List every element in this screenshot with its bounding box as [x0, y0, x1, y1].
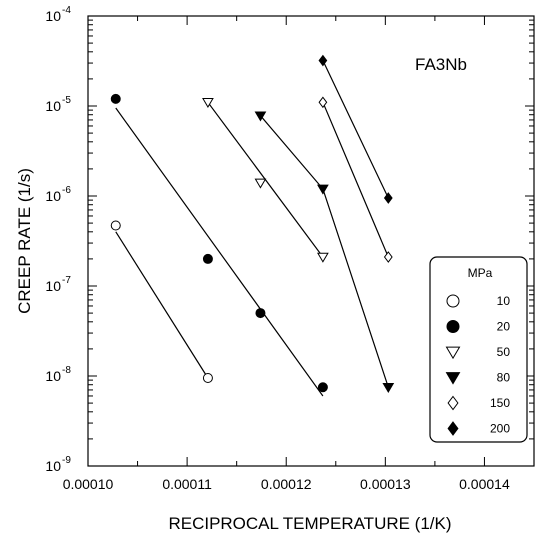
- point-80-mpa: [382, 382, 395, 393]
- legend-marker-150: [447, 395, 459, 411]
- point-150-mpa: [318, 96, 328, 109]
- y-tick-label: 10: [45, 188, 61, 204]
- chart-annotation: FA3Nb: [415, 55, 467, 74]
- y-tick-exponent: -6: [62, 185, 71, 196]
- x-axis-title: RECIPROCAL TEMPERATURE (1/K): [168, 514, 451, 533]
- y-tick-exponent: -5: [62, 95, 71, 106]
- legend-marker-200: [447, 421, 459, 436]
- fit-line-200-mpa: [322, 60, 389, 199]
- legend-label-20: 20: [497, 320, 511, 334]
- y-tick-label: 10: [45, 278, 61, 294]
- legend-marker-80: [445, 372, 461, 385]
- y-tick-base: 10: [45, 8, 61, 24]
- fit-line-10-mpa: [115, 231, 209, 379]
- point-50-mpa: [254, 178, 267, 189]
- data-points: [110, 54, 395, 393]
- point-50-mpa: [202, 98, 214, 109]
- point-20-mpa: [255, 308, 266, 319]
- x-tick-label: 0.00011: [162, 476, 212, 492]
- point-150-mpa: [383, 251, 393, 263]
- y-tick-label: 10: [45, 8, 61, 24]
- y-tick-exponent: -4: [62, 5, 71, 16]
- y-tick-base: 10: [45, 278, 61, 294]
- y-tick-exponent: -9: [62, 455, 71, 466]
- legend-box: [429, 256, 528, 443]
- y-tick-base: 10: [45, 368, 61, 384]
- y-tick-label: 10: [45, 458, 61, 474]
- legend-title: MPa: [468, 266, 493, 280]
- legend-label-50: 50: [497, 345, 511, 359]
- legend-marker-20: [446, 320, 460, 333]
- x-tick-label: 0.00012: [261, 476, 312, 492]
- plot-frame: [87, 15, 535, 467]
- y-tick-exponent: -8: [62, 365, 71, 376]
- point-10-mpa: [202, 373, 213, 384]
- point-80-mpa: [254, 111, 267, 122]
- legend-label-80: 80: [497, 371, 511, 385]
- fit-lines: [115, 60, 389, 397]
- x-tick-label: 0.00010: [63, 476, 114, 492]
- legend: MPa 10 20 50 80 150 200: [429, 256, 528, 443]
- legend-marker-50: [445, 346, 461, 360]
- point-20-mpa: [317, 382, 328, 393]
- x-tick-label: 0.00014: [459, 476, 510, 492]
- point-10-mpa: [110, 220, 121, 231]
- point-20-mpa: [202, 253, 213, 264]
- legend-label-200: 200: [490, 422, 510, 436]
- point-50-mpa: [317, 252, 329, 263]
- point-200-mpa: [318, 54, 328, 67]
- fit-line-20-mpa: [115, 107, 324, 397]
- legend-label-10: 10: [497, 294, 511, 308]
- point-80-mpa: [317, 184, 329, 195]
- fit-line-150-mpa: [322, 102, 389, 258]
- legend-label-150: 150: [490, 396, 510, 410]
- y-tick-base: 10: [45, 458, 61, 474]
- x-tick-label: 0.00013: [360, 476, 411, 492]
- point-200-mpa: [383, 192, 393, 204]
- legend-marker-10: [446, 294, 460, 308]
- point-20-mpa: [110, 93, 121, 104]
- y-tick-base: 10: [45, 98, 61, 114]
- y-axis-title: CREEP RATE (1/s): [15, 168, 34, 314]
- y-tick-base: 10: [45, 188, 61, 204]
- y-tick-label: 10: [45, 98, 61, 114]
- y-tick-label: 10: [45, 368, 61, 384]
- y-tick-exponent: -7: [62, 275, 71, 286]
